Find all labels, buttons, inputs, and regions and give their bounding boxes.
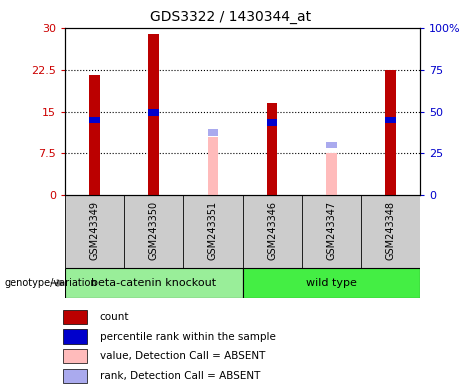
Bar (385, 116, 396, 123)
Bar (385, 70, 396, 195)
Text: beta-catenin knockout: beta-catenin knockout (91, 278, 216, 288)
Bar (267, 103, 278, 195)
Text: GSM243347: GSM243347 (326, 201, 336, 260)
Bar (89, 75, 100, 195)
Text: rank, Detection Call = ABSENT: rank, Detection Call = ABSENT (100, 371, 260, 381)
Bar (63, 310, 88, 324)
Bar (89, 116, 100, 123)
Text: GSM243349: GSM243349 (89, 201, 100, 260)
Text: GDS3322 / 1430344_at: GDS3322 / 1430344_at (150, 10, 311, 23)
Text: GSM243348: GSM243348 (385, 201, 396, 260)
Text: genotype/variation: genotype/variation (5, 278, 97, 288)
Bar (148, 109, 159, 116)
Text: GSM243351: GSM243351 (208, 201, 218, 260)
Text: GSM243346: GSM243346 (267, 201, 277, 260)
Bar (267, 119, 278, 126)
Bar (63, 329, 88, 344)
Bar (207, 137, 218, 195)
Text: wild type: wild type (306, 278, 357, 288)
Bar (63, 349, 88, 364)
Text: GSM243350: GSM243350 (149, 201, 159, 260)
Bar (242, 268, 420, 298)
Bar (65, 268, 242, 298)
Text: count: count (100, 312, 129, 322)
Bar (207, 129, 218, 136)
Bar (326, 142, 337, 148)
Bar (63, 369, 88, 383)
Bar (326, 153, 337, 195)
Text: percentile rank within the sample: percentile rank within the sample (100, 332, 275, 342)
Bar (148, 33, 159, 195)
Text: value, Detection Call = ABSENT: value, Detection Call = ABSENT (100, 351, 265, 361)
